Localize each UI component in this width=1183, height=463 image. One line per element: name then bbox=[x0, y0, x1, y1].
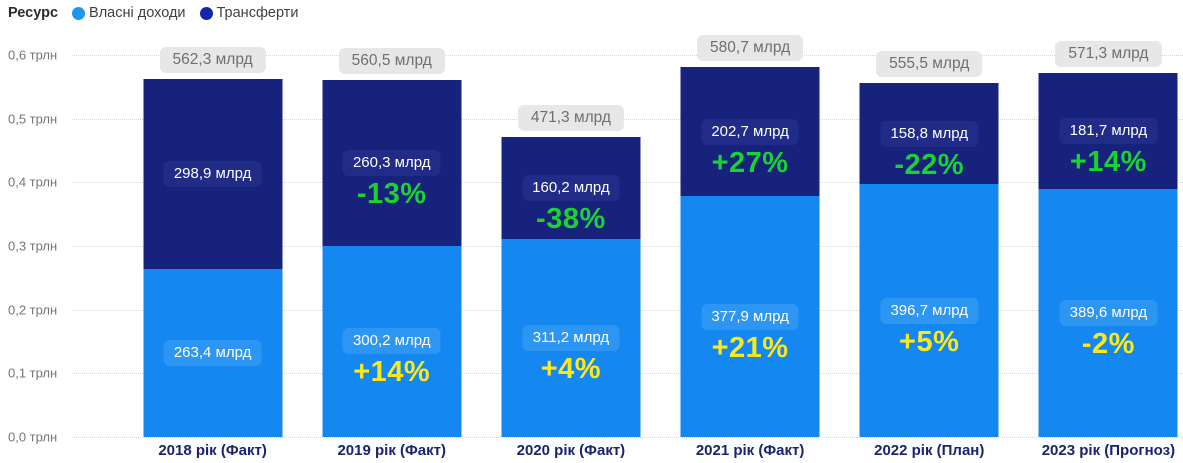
segment-own-revenue[interactable]: 311,2 млрд +4% bbox=[501, 238, 641, 437]
y-axis-tick-label: 0,3 трлн bbox=[8, 238, 58, 254]
segment-own-revenue[interactable]: 377,9 млрд +21% bbox=[680, 196, 820, 437]
segment-labels: 263,4 млрд bbox=[143, 340, 282, 367]
segment-own-revenue[interactable]: 263,4 млрд bbox=[143, 269, 283, 437]
segment-transfers[interactable]: 181,7 млрд +14% bbox=[1038, 73, 1178, 189]
segment-labels: 181,7 млрд +14% bbox=[1039, 118, 1178, 178]
segment-percent-change: -13% bbox=[356, 178, 427, 211]
segment-labels: 300,2 млрд +14% bbox=[322, 328, 461, 388]
bar-group: 158,8 млрд -22% 396,7 млрд +5% 555,5 млрд 202… bbox=[840, 51, 1019, 459]
segment-transfers[interactable]: 298,9 млрд bbox=[143, 79, 283, 270]
y-axis-tick-label: 0,4 трлн bbox=[8, 174, 58, 190]
total-label: 562,3 млрд bbox=[159, 47, 266, 74]
segment-percent-change: +27% bbox=[711, 146, 789, 179]
segment-percent-change: -38% bbox=[536, 202, 606, 235]
segment-percent-change: +4% bbox=[540, 352, 602, 385]
total-label: 471,3 млрд bbox=[517, 104, 624, 131]
segment-labels: 260,3 млрд -13% bbox=[322, 150, 461, 210]
x-axis-category-label: 2023 рік (Прогноз) bbox=[1041, 442, 1176, 459]
x-axis-category-label: 2020 рік (Факт) bbox=[516, 442, 626, 459]
bar-group: 160,2 млрд -38% 311,2 млрд +4% 471,3 млрд 202… bbox=[481, 55, 660, 459]
y-axis-tick-label: 0,6 трлн bbox=[8, 47, 58, 63]
total-label: 571,3 млрд bbox=[1055, 41, 1162, 68]
segment-value-label: 260,3 млрд bbox=[342, 150, 441, 177]
legend-item-transfers[interactable]: Трансферти bbox=[199, 5, 299, 21]
x-axis-category-label: 2022 рік (План) bbox=[874, 442, 985, 459]
segment-labels: 377,9 млрд +21% bbox=[681, 303, 820, 364]
stacked-bar[interactable]: 160,2 млрд -38% 311,2 млрд +4% bbox=[501, 136, 641, 437]
segment-labels: 160,2 млрд -38% bbox=[501, 174, 640, 235]
segment-percent-change: +14% bbox=[353, 356, 431, 389]
segment-value-label: 298,9 млрд bbox=[163, 161, 262, 188]
segment-own-revenue[interactable]: 300,2 млрд +14% bbox=[322, 245, 462, 437]
segment-value-label: 181,7 млрд bbox=[1059, 118, 1158, 145]
stacked-bar[interactable]: 158,8 млрд -22% 396,7 млрд +5% bbox=[859, 83, 999, 437]
segment-own-revenue[interactable]: 389,6 млрд -2% bbox=[1038, 188, 1178, 437]
segment-value-label: 396,7 млрд bbox=[880, 297, 978, 324]
y-axis-tick-label: 0,1 трлн bbox=[8, 365, 58, 381]
segment-value-label: 160,2 млрд bbox=[522, 174, 620, 201]
legend-dot-icon bbox=[199, 6, 213, 20]
plot-area: 298,9 млрд 263,4 млрд 562,3 млрд 2018 рік (… bbox=[123, 35, 1183, 459]
segment-labels: 389,6 млрд -2% bbox=[1039, 299, 1178, 360]
gridline bbox=[72, 118, 1183, 120]
segment-labels: 298,9 млрд bbox=[143, 161, 282, 188]
stacked-bar[interactable]: 298,9 млрд 263,4 млрд bbox=[143, 79, 283, 437]
legend-item-label: Власні доходи bbox=[89, 5, 186, 21]
segment-own-revenue[interactable]: 396,7 млрд +5% bbox=[859, 184, 999, 437]
segment-transfers[interactable]: 202,7 млрд +27% bbox=[680, 67, 820, 197]
x-axis-category-label: 2018 рік (Факт) bbox=[158, 442, 267, 459]
segment-transfers[interactable]: 160,2 млрд -38% bbox=[501, 136, 641, 239]
stacked-bar[interactable]: 260,3 млрд -13% 300,2 млрд +14% bbox=[322, 80, 462, 437]
segment-value-label: 300,2 млрд bbox=[342, 328, 441, 355]
segment-transfers[interactable]: 260,3 млрд -13% bbox=[322, 80, 462, 246]
segment-percent-change: +14% bbox=[1069, 146, 1147, 179]
segment-value-label: 377,9 млрд bbox=[701, 303, 799, 330]
segment-transfers[interactable]: 158,8 млрд -22% bbox=[859, 83, 999, 185]
segment-labels: 158,8 млрд -22% bbox=[860, 120, 999, 181]
segment-value-label: 158,8 млрд bbox=[880, 120, 978, 147]
segment-percent-change: -22% bbox=[894, 148, 965, 181]
stacked-bar[interactable]: 181,7 млрд +14% 389,6 млрд -2% bbox=[1038, 73, 1178, 437]
bar-group: 260,3 млрд -13% 300,2 млрд +14% 560,5 млрд 20… bbox=[302, 48, 481, 459]
legend-dot-icon bbox=[72, 6, 86, 20]
y-axis-tick-label: 0,5 трлн bbox=[8, 111, 58, 127]
y-axis-tick-label: 0,2 трлн bbox=[8, 302, 58, 318]
segment-percent-change: -2% bbox=[1081, 327, 1135, 360]
segment-labels: 396,7 млрд +5% bbox=[860, 297, 999, 358]
segment-labels: 311,2 млрд +4% bbox=[501, 324, 640, 385]
bar-group: 181,7 млрд +14% 389,6 млрд -2% 571,3 млрд 202… bbox=[1019, 41, 1183, 459]
total-label: 560,5 млрд bbox=[338, 48, 445, 75]
segment-percent-change: +5% bbox=[899, 325, 960, 358]
legend-item-own-revenue[interactable]: Власні доходи bbox=[72, 5, 186, 21]
total-label: 555,5 млрд bbox=[876, 51, 983, 78]
gridline bbox=[72, 55, 1183, 56]
y-axis-tick-label: 0,0 трлн bbox=[8, 429, 58, 445]
legend-title: Ресурс bbox=[8, 5, 59, 21]
legend-item-label: Трансферти bbox=[216, 5, 299, 21]
total-label: 580,7 млрд bbox=[697, 35, 804, 62]
segment-value-label: 202,7 млрд bbox=[701, 118, 799, 145]
bar-group: 298,9 млрд 263,4 млрд 562,3 млрд 2018 рік (… bbox=[123, 47, 302, 459]
bar-group: 202,7 млрд +27% 377,9 млрд +21% 580,7 млрд 20… bbox=[661, 35, 840, 459]
segment-percent-change: +21% bbox=[711, 331, 789, 364]
x-axis-category-label: 2019 рік (Факт) bbox=[337, 442, 446, 459]
stacked-bar[interactable]: 202,7 млрд +27% 377,9 млрд +21% bbox=[680, 67, 820, 437]
segment-labels: 202,7 млрд +27% bbox=[681, 118, 820, 179]
segment-value-label: 389,6 млрд bbox=[1059, 299, 1158, 326]
x-axis-category-label: 2021 рік (Факт) bbox=[695, 442, 805, 459]
gridline bbox=[72, 437, 1183, 438]
segment-value-label: 263,4 млрд bbox=[163, 340, 262, 367]
segment-value-label: 311,2 млрд bbox=[522, 324, 620, 351]
legend: Ресурс Власні доходи Трансферти bbox=[8, 3, 298, 23]
